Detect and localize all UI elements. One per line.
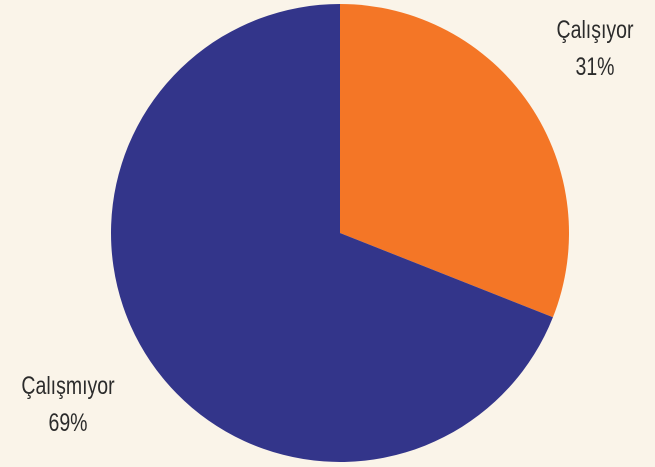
slice-value-calismiyor: 69% xyxy=(48,409,88,437)
pie-slice-calisiyor xyxy=(340,4,570,318)
slice-label-calisiyor: Çalışıyor 31% xyxy=(533,12,655,86)
pie-slice-calismiyor xyxy=(111,4,553,462)
pie-slices xyxy=(111,4,570,462)
slice-label-calismiyor: Çalışmıyor 69% xyxy=(6,368,131,442)
slice-name-calisiyor: Çalışıyor xyxy=(556,16,634,44)
slice-name-calismiyor: Çalışmıyor xyxy=(21,372,115,400)
slice-value-calisiyor: 31% xyxy=(575,53,615,81)
